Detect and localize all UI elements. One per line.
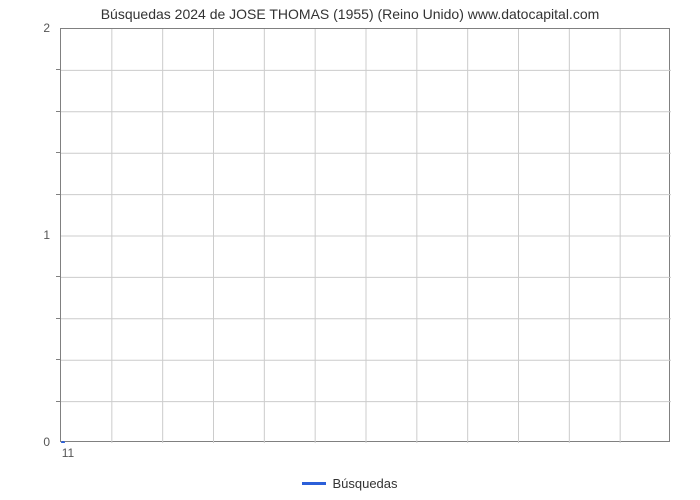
legend: Búsquedas [0, 476, 700, 491]
y-minor-tick [56, 111, 60, 112]
y-minor-tick [56, 69, 60, 70]
y-minor-tick [56, 152, 60, 153]
plot-area [60, 28, 670, 442]
chart-svg [61, 29, 671, 443]
chart-title: Búsquedas 2024 de JOSE THOMAS (1955) (Re… [0, 6, 700, 22]
y-tick-label: 2 [0, 21, 50, 35]
y-minor-tick [56, 194, 60, 195]
legend-swatch [302, 482, 326, 485]
y-minor-tick [56, 359, 60, 360]
y-minor-tick [56, 318, 60, 319]
legend-label: Búsquedas [332, 476, 397, 491]
y-minor-tick [56, 401, 60, 402]
y-minor-tick [56, 276, 60, 277]
x-tick-label: 11 [62, 446, 74, 460]
y-tick-label: 1 [0, 228, 50, 242]
y-tick-label: 0 [0, 435, 50, 449]
